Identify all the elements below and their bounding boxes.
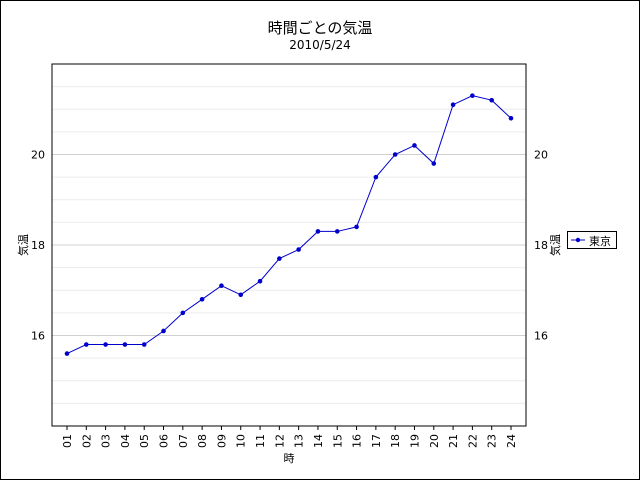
x-tick-label: 14 xyxy=(312,434,325,448)
data-point xyxy=(392,152,398,157)
data-point xyxy=(373,174,379,180)
x-tick-label: 05 xyxy=(138,434,151,448)
y-tick-label-left: 20 xyxy=(31,149,45,162)
series-line xyxy=(66,95,512,355)
chart-title: 時間ごとの気温 xyxy=(267,19,373,37)
x-tick-label: 16 xyxy=(351,434,364,448)
x-tick-label: 11 xyxy=(254,434,267,448)
x-tick-label: 23 xyxy=(486,434,499,448)
x-tick-label: 06 xyxy=(158,434,171,448)
data-point xyxy=(64,351,70,356)
y-axis-label-right: 気温 xyxy=(548,234,562,256)
data-point xyxy=(277,256,282,261)
x-tick-label: 20 xyxy=(428,434,441,448)
grid-lines xyxy=(52,86,526,404)
data-point xyxy=(354,224,359,230)
data-point xyxy=(257,278,263,284)
data-point xyxy=(431,161,437,166)
data-point xyxy=(296,247,301,252)
data-point xyxy=(470,93,475,98)
x-tick-label: 15 xyxy=(331,434,344,448)
y-tick-label-right: 18 xyxy=(534,239,548,252)
x-tick-label: 09 xyxy=(215,434,228,448)
x-tick-label: 08 xyxy=(196,434,209,448)
x-tick-label: 02 xyxy=(80,434,93,448)
chart-subtitle: 2010/5/24 xyxy=(289,38,351,52)
data-point xyxy=(122,342,128,347)
x-axis: 01 02 03 04 05 06 07 08 09 10 11 12 13 14 15 16 17 18 19 20… xyxy=(61,426,518,448)
y-tick-label-right: 20 xyxy=(534,149,548,162)
x-tick-label: 24 xyxy=(505,434,518,448)
x-tick-label: 12 xyxy=(273,434,286,448)
data-point xyxy=(412,143,417,148)
data-point xyxy=(315,229,321,234)
data-point xyxy=(161,328,166,334)
legend: 東京 xyxy=(567,231,617,249)
plot-area xyxy=(51,63,527,427)
x-tick-label: 10 xyxy=(235,434,248,448)
data-point xyxy=(84,342,89,347)
data-point xyxy=(219,283,224,289)
data-point xyxy=(489,97,494,103)
x-tick-label: 01 xyxy=(61,434,74,448)
x-tick-label: 07 xyxy=(177,434,190,448)
x-tick-label: 17 xyxy=(370,434,383,448)
data-point xyxy=(180,310,186,316)
data-point xyxy=(238,292,244,298)
y-tick-label-right: 16 xyxy=(534,330,548,343)
series-group xyxy=(64,93,514,356)
y-axis-left: 16 18 20 xyxy=(31,149,45,343)
data-point xyxy=(103,342,108,347)
x-tick-label: 21 xyxy=(447,434,460,448)
data-point xyxy=(141,342,147,347)
y-axis-right: 16 18 20 xyxy=(534,149,548,343)
x-axis-label: 時 xyxy=(284,452,295,465)
data-point xyxy=(450,102,456,108)
legend-marker-icon xyxy=(571,237,585,243)
x-tick-label: 04 xyxy=(119,434,132,448)
x-tick-label: 22 xyxy=(466,434,479,448)
data-point xyxy=(199,297,205,302)
legend-item-label: 東京 xyxy=(589,235,611,248)
data-point xyxy=(508,116,514,121)
x-tick-label: 13 xyxy=(293,434,306,448)
x-tick-label: 18 xyxy=(389,434,402,448)
y-tick-label-left: 18 xyxy=(31,239,45,252)
x-tick-label: 19 xyxy=(408,434,421,448)
x-tick-label: 03 xyxy=(100,434,113,448)
y-tick-label-left: 16 xyxy=(31,330,45,343)
y-axis-label: 気温 xyxy=(16,234,30,256)
data-point xyxy=(334,229,340,234)
